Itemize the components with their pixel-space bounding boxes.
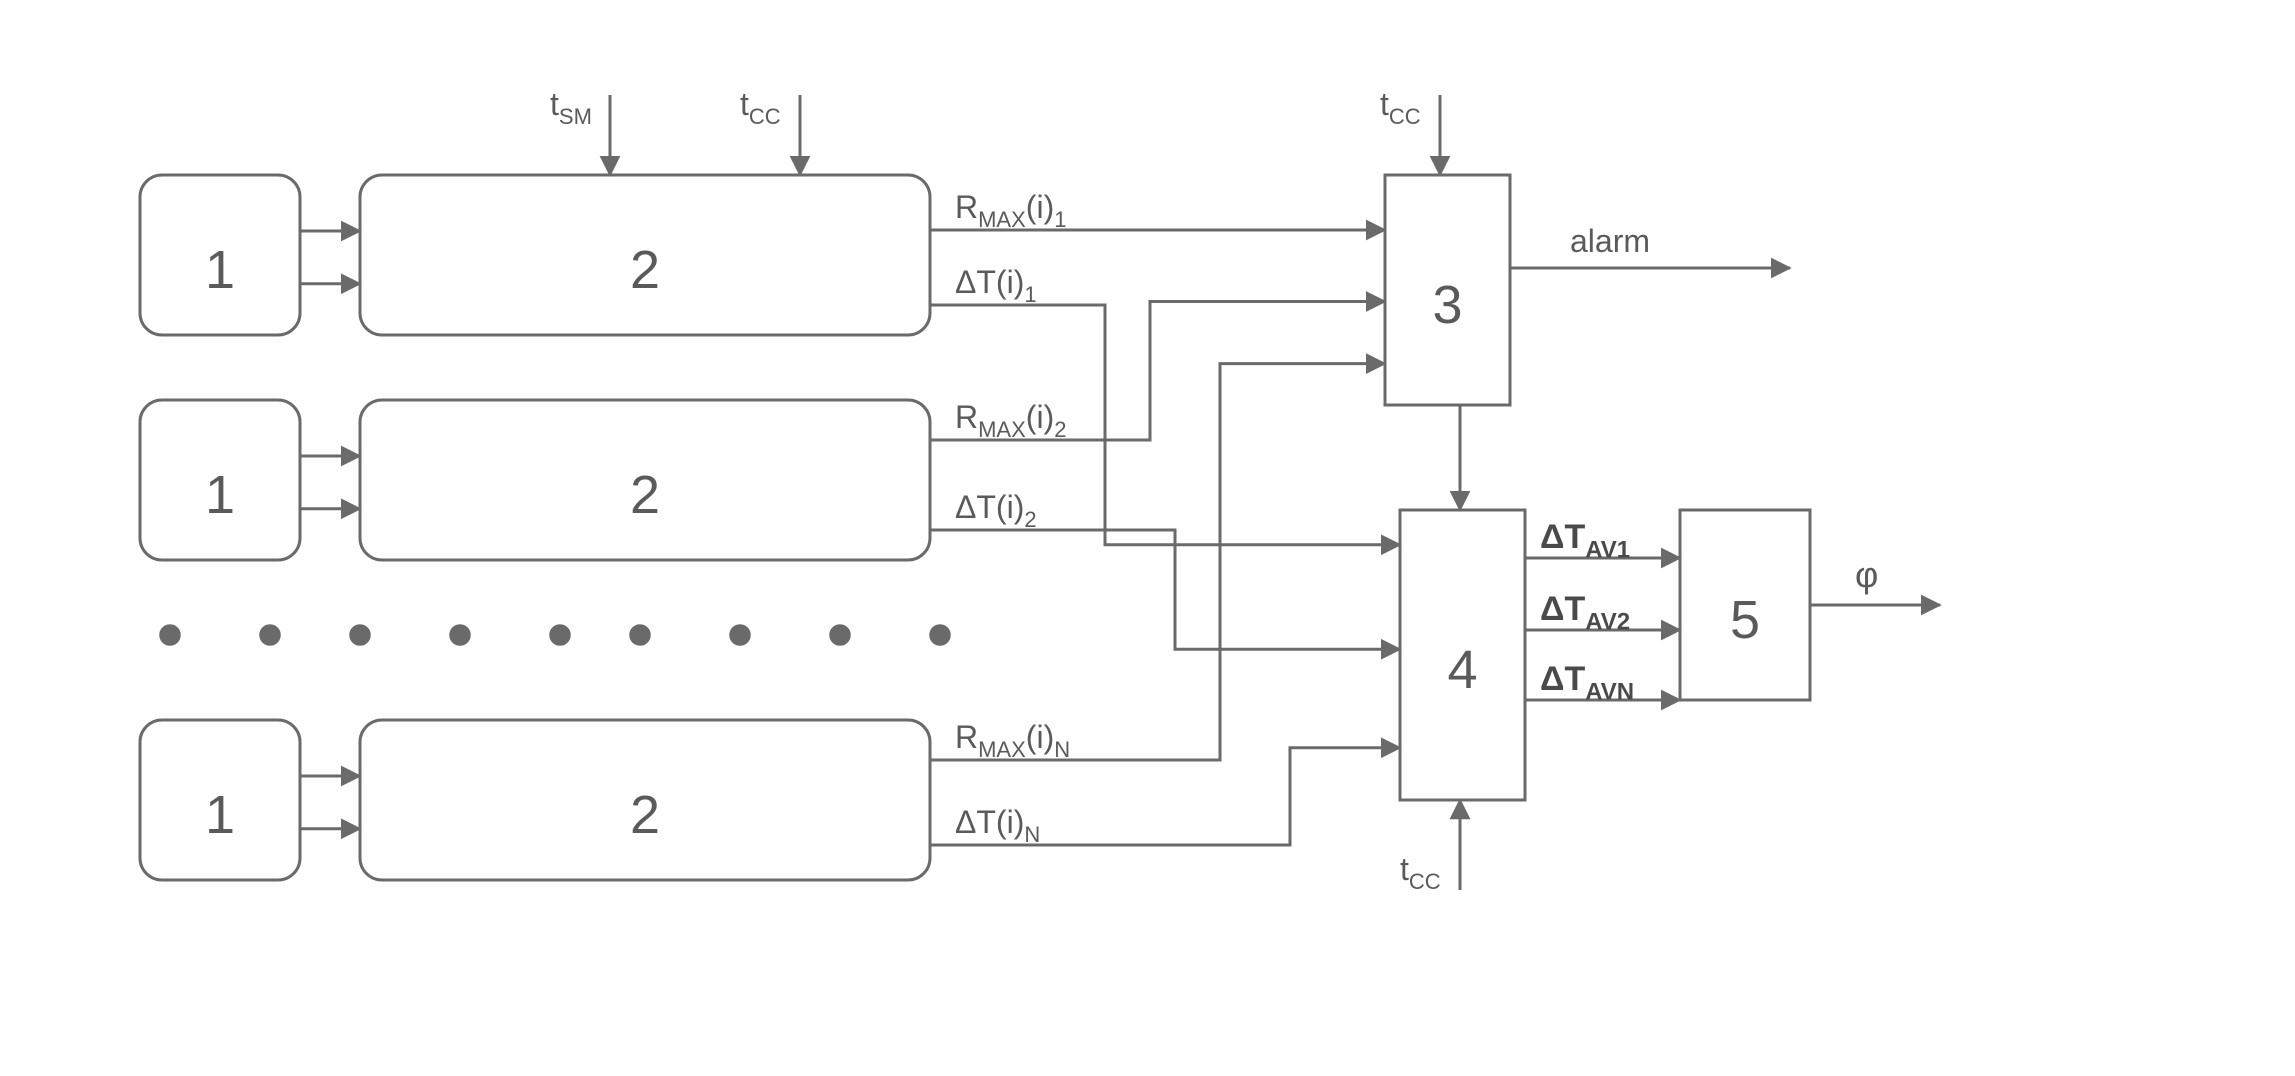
ellipsis-dot bbox=[930, 625, 950, 645]
svg-text:2: 2 bbox=[630, 465, 660, 525]
svg-text:RMAX(i)2: RMAX(i)2 bbox=[955, 399, 1066, 442]
svg-text:tCC: tCC bbox=[1400, 851, 1441, 894]
svg-text:1: 1 bbox=[205, 240, 235, 300]
svg-text:φ: φ bbox=[1855, 554, 1878, 595]
svg-text:RMAX(i)N: RMAX(i)N bbox=[955, 719, 1070, 762]
block-diagram: 1 1 1 2 2 2 3 4 5 tSM tCC tCC tCC RMAX(i)1 RMAX(i)2 RMA… bbox=[0, 0, 2295, 1076]
svg-text:ΔT(i)2: ΔT(i)2 bbox=[955, 489, 1037, 532]
svg-text:ΔT(i)1: ΔT(i)1 bbox=[955, 264, 1037, 307]
svg-text:3: 3 bbox=[1432, 275, 1462, 335]
ellipsis-dot bbox=[160, 625, 180, 645]
ellipsis-dot bbox=[730, 625, 750, 645]
svg-text:2: 2 bbox=[630, 240, 660, 300]
svg-text:tCC: tCC bbox=[740, 86, 781, 129]
svg-text:ΔT(i)N: ΔT(i)N bbox=[955, 804, 1040, 847]
ellipsis-dot bbox=[260, 625, 280, 645]
ellipsis-dot bbox=[550, 625, 570, 645]
svg-text:2: 2 bbox=[630, 785, 660, 845]
ellipsis-dot bbox=[630, 625, 650, 645]
ellipsis-dot bbox=[830, 625, 850, 645]
svg-text:RMAX(i)1: RMAX(i)1 bbox=[955, 189, 1066, 232]
svg-text:4: 4 bbox=[1447, 640, 1477, 700]
svg-text:tSM: tSM bbox=[550, 86, 592, 129]
svg-text:1: 1 bbox=[205, 785, 235, 845]
ellipsis-dot bbox=[450, 625, 470, 645]
ellipsis-dot bbox=[350, 625, 370, 645]
svg-text:alarm: alarm bbox=[1570, 223, 1650, 259]
svg-text:1: 1 bbox=[205, 465, 235, 525]
svg-text:tCC: tCC bbox=[1380, 86, 1421, 129]
svg-text:5: 5 bbox=[1730, 590, 1760, 650]
